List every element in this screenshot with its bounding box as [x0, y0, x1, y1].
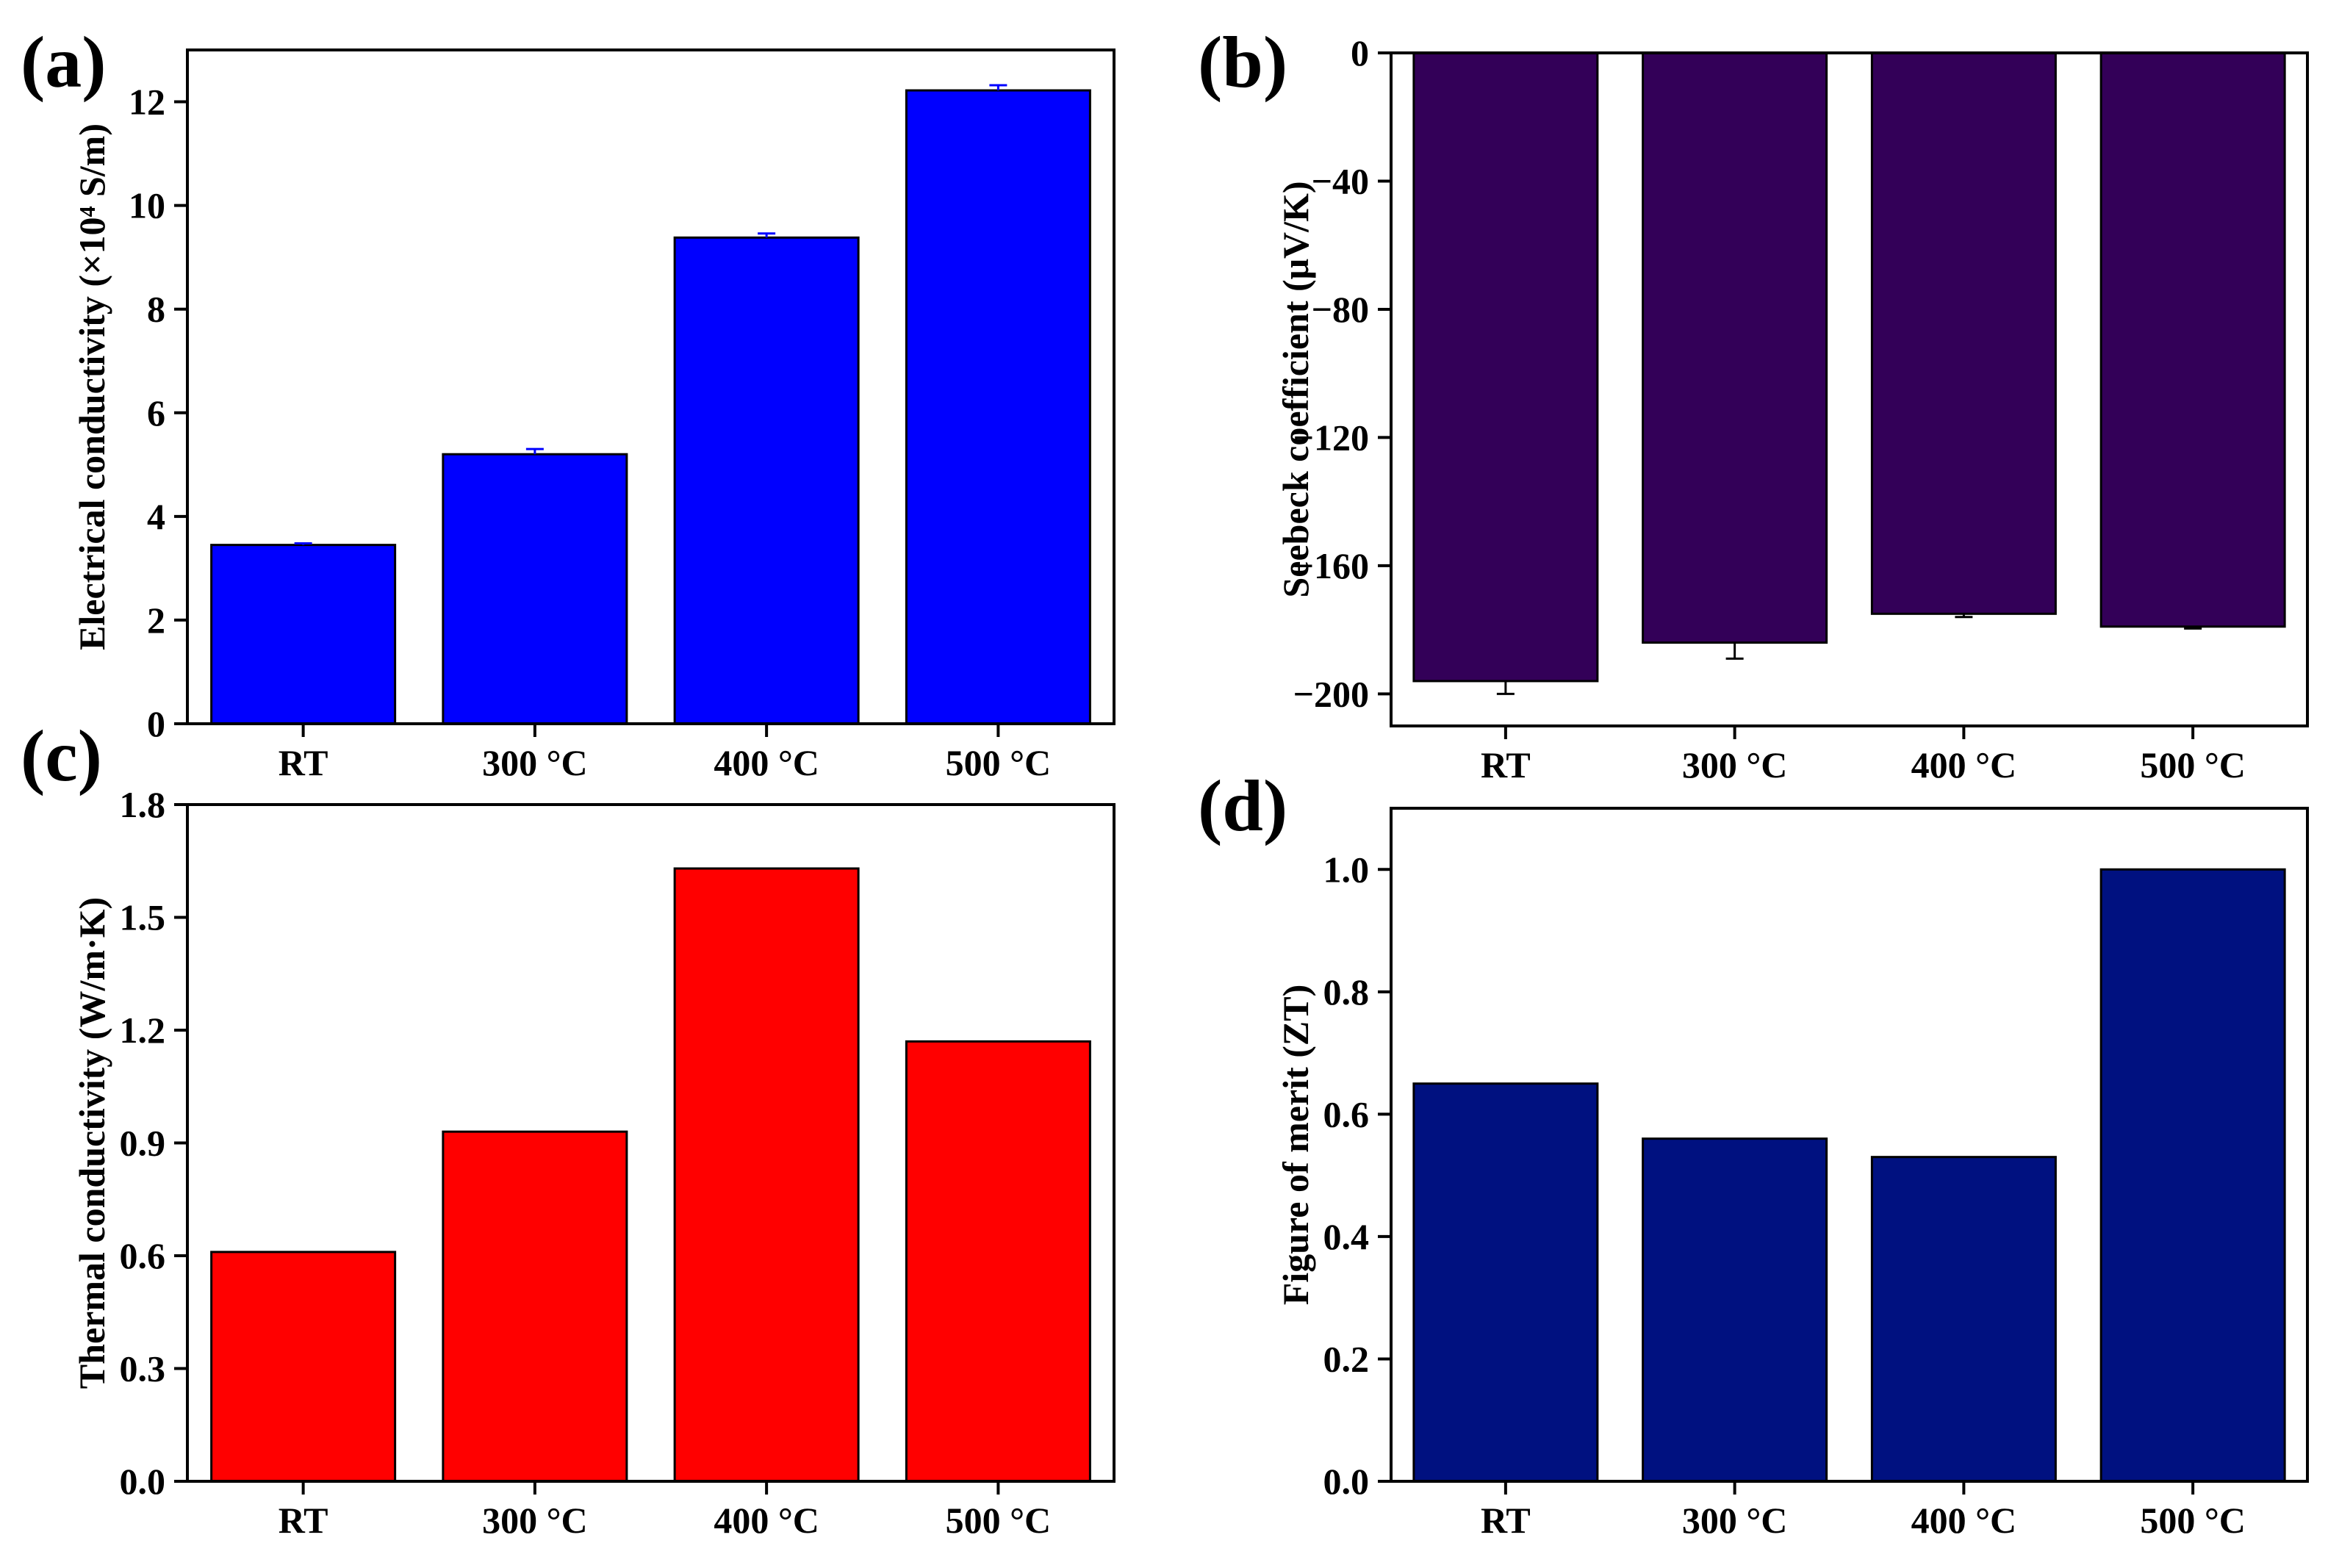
- y-axis-title: Seebeck coefficient (μV/K): [1275, 181, 1316, 597]
- y-tick-label: 2: [147, 600, 165, 641]
- plot-frame: [186, 48, 1116, 725]
- chart-panel-a: 0 2 4 6 8 10 12 RT 300 °C 400 °C 500 °C Electrical …: [21, 21, 1116, 783]
- x-tick-label: RT: [1481, 744, 1531, 785]
- panel-label: (b): [1198, 21, 1287, 103]
- bar: [673, 867, 860, 1483]
- bar: [442, 453, 628, 725]
- panel-label: (c): [21, 715, 102, 796]
- x-tick-label: 400 °C: [1911, 1500, 2017, 1541]
- chart-panel-d: 0.0 0.2 0.4 0.6 0.8 1.0 RT 300 °C 400 °C 500 °C Fi…: [1198, 765, 2309, 1541]
- y-tick-label: 1.2: [120, 1010, 166, 1051]
- panel-label: (d): [1198, 765, 1287, 846]
- bar: [1642, 51, 1828, 644]
- y-tick-label: 0.3: [120, 1348, 166, 1389]
- plot-frame: [1390, 807, 2309, 1483]
- x-tick-label: 500 °C: [2140, 744, 2246, 785]
- plot-frame: [1390, 51, 2309, 727]
- y-tick-label: 0.0: [120, 1461, 166, 1502]
- y-tick-label: −160: [1293, 545, 1370, 586]
- y-tick-label: −80: [1312, 289, 1370, 330]
- bar: [2099, 51, 2286, 628]
- y-tick-label: 0.9: [120, 1123, 166, 1164]
- bar: [1642, 1137, 1828, 1483]
- x-tick-label: 400 °C: [714, 742, 819, 783]
- y-tick-label: 0.0: [1323, 1461, 1370, 1502]
- x-tick-label: RT: [279, 1500, 328, 1541]
- chart-panel-c: 0.0 0.3 0.6 0.9 1.2 1.5 1.8 RT 300 °C 400 °C 500 °…: [21, 715, 1116, 1541]
- x-tick-label: 500 °C: [2140, 1500, 2246, 1541]
- chart-panel-b: 0 −40 −80 −120 −160 −200 RT 300 °C 400 °C 500 °C S…: [1198, 21, 2309, 785]
- y-tick-label: 0: [1351, 32, 1369, 73]
- bar: [1870, 51, 2057, 615]
- y-tick-label: 0.4: [1323, 1216, 1370, 1257]
- bar: [1870, 1156, 2057, 1483]
- y-tick-label: 12: [129, 82, 165, 123]
- x-tick-label: 500 °C: [946, 742, 1052, 783]
- x-tick-label: RT: [279, 742, 328, 783]
- y-tick-label: 1.0: [1323, 849, 1370, 890]
- x-tick-label: 300 °C: [482, 1500, 588, 1541]
- x-tick-label: 300 °C: [1682, 744, 1788, 785]
- y-axis-title: Electrical conductivity (×10⁴ S/m): [71, 123, 112, 650]
- panel-label: (a): [21, 21, 107, 103]
- x-tick-label: 500 °C: [946, 1500, 1052, 1541]
- y-axis-title: Thermal conductivity (W/m·K): [71, 897, 112, 1389]
- y-tick-label: 10: [129, 185, 165, 226]
- x-tick-label: 400 °C: [714, 1500, 819, 1541]
- y-tick-label: 0.6: [120, 1235, 166, 1276]
- y-tick-label: 6: [147, 392, 165, 434]
- bar: [905, 1040, 1091, 1483]
- bar: [905, 89, 1091, 725]
- x-tick-label: RT: [1481, 1500, 1531, 1541]
- bar: [210, 1251, 397, 1483]
- bar: [442, 1130, 628, 1483]
- y-tick-label: 1.5: [120, 897, 166, 938]
- bar: [2099, 868, 2286, 1483]
- x-tick-label: 300 °C: [1682, 1500, 1788, 1541]
- bar: [1412, 51, 1599, 683]
- y-tick-label: 0.8: [1323, 971, 1370, 1013]
- y-tick-label: −200: [1293, 673, 1370, 714]
- y-tick-label: −120: [1293, 417, 1370, 458]
- bar: [673, 236, 860, 725]
- bar: [210, 544, 397, 725]
- bar: [1412, 1082, 1599, 1483]
- y-tick-label: 1.8: [120, 784, 166, 825]
- y-tick-label: 8: [147, 289, 165, 330]
- y-tick-label: 0: [147, 703, 165, 744]
- x-tick-label: 300 °C: [482, 742, 588, 783]
- y-axis-title: Figure of merit (ZT): [1275, 985, 1316, 1305]
- y-tick-label: 0.2: [1323, 1338, 1370, 1379]
- y-tick-label: 4: [147, 496, 165, 537]
- y-tick-label: −40: [1312, 160, 1370, 201]
- x-tick-label: 400 °C: [1911, 744, 2017, 785]
- y-tick-label: 0.6: [1323, 1093, 1370, 1134]
